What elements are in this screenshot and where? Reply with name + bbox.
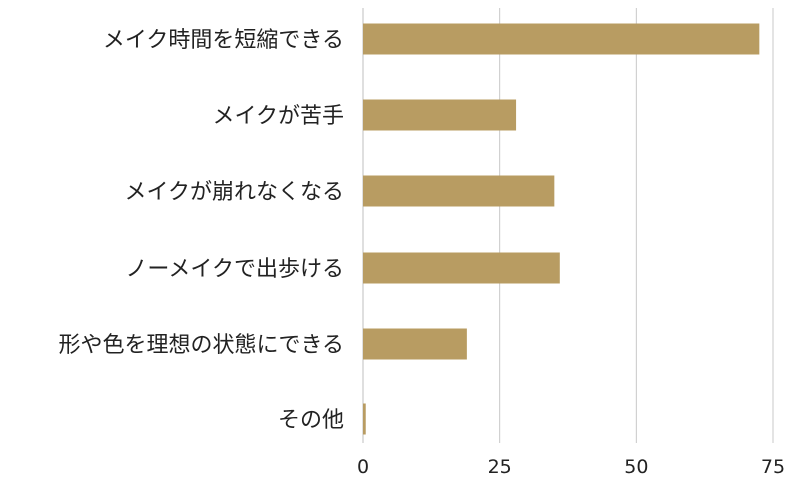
bar-5 bbox=[363, 403, 366, 435]
x-tick-label-0: 0 bbox=[357, 456, 369, 478]
x-tick-label-75: 75 bbox=[761, 456, 785, 478]
category-label-0: メイク時間を短縮できる bbox=[103, 28, 344, 53]
category-labels: メイク時間を短縮できるメイクが苦手メイクが崩れなくなるノーメイクで出歩ける形や色… bbox=[58, 28, 344, 433]
bars bbox=[363, 23, 760, 435]
x-axis-ticks: 0 25 50 75 bbox=[357, 456, 785, 478]
category-label-3: ノーメイクで出歩ける bbox=[125, 257, 344, 282]
bar-4 bbox=[363, 328, 467, 360]
grid-lines bbox=[362, 8, 774, 443]
category-label-2: メイクが崩れなくなる bbox=[124, 180, 344, 205]
bar-0 bbox=[363, 23, 760, 55]
category-label-4: 形や色を理想の状態にできる bbox=[58, 333, 344, 358]
bar-3 bbox=[363, 252, 560, 284]
x-tick-label-50: 50 bbox=[624, 456, 648, 478]
x-tick-label-25: 25 bbox=[488, 456, 512, 478]
bar-1 bbox=[363, 99, 517, 131]
category-label-5: その他 bbox=[278, 408, 344, 433]
category-label-1: メイクが苦手 bbox=[212, 104, 344, 129]
bar-2 bbox=[363, 175, 555, 207]
